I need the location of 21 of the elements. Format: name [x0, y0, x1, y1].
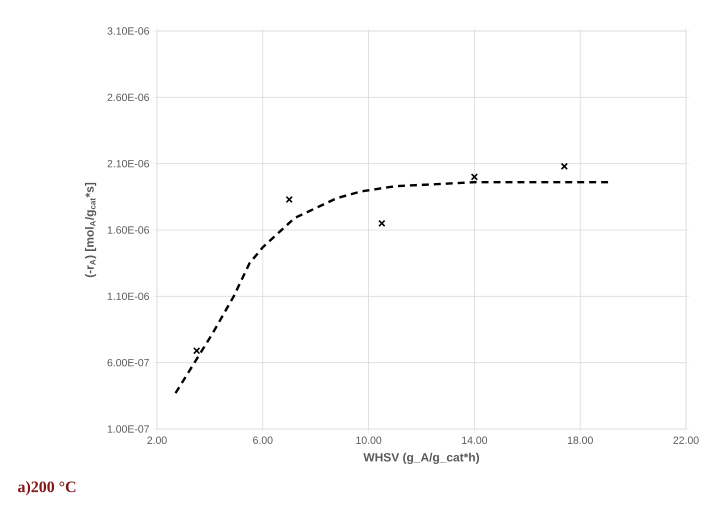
x-tick-label: 2.00	[147, 436, 167, 444]
x-tick-label: 14.00	[462, 436, 488, 444]
point	[193, 347, 200, 354]
x-tick-label: 6.00	[253, 436, 273, 444]
y-tick-label: 2.10E-06	[108, 160, 150, 168]
point	[470, 173, 478, 181]
y-tick-label: 1.00E-07	[108, 425, 149, 433]
point	[560, 162, 568, 170]
y-tick-label: 1.10E-06	[108, 292, 150, 300]
point	[378, 220, 386, 227]
y-tick-label: 1.60E-06	[108, 226, 150, 234]
y-axis-title: (-r$_{A}$) [mol$_{A}$/g$_{cat}$*s]	[84, 182, 96, 278]
x-axis-title: WHSV (g_A/g_cat*h)	[363, 452, 480, 464]
text: a)200 °C	[18, 481, 76, 496]
x-tick-label: 18.00	[568, 436, 593, 444]
point	[286, 196, 293, 204]
x-tick-label: 22.00	[673, 436, 699, 444]
y-tick-label: 6.00E-07	[108, 358, 149, 366]
y-tick-label: 2.60E-06	[108, 94, 150, 102]
y-tick-label: 3.10E-06	[107, 27, 150, 35]
x-tick-label: 10.00	[356, 436, 382, 444]
